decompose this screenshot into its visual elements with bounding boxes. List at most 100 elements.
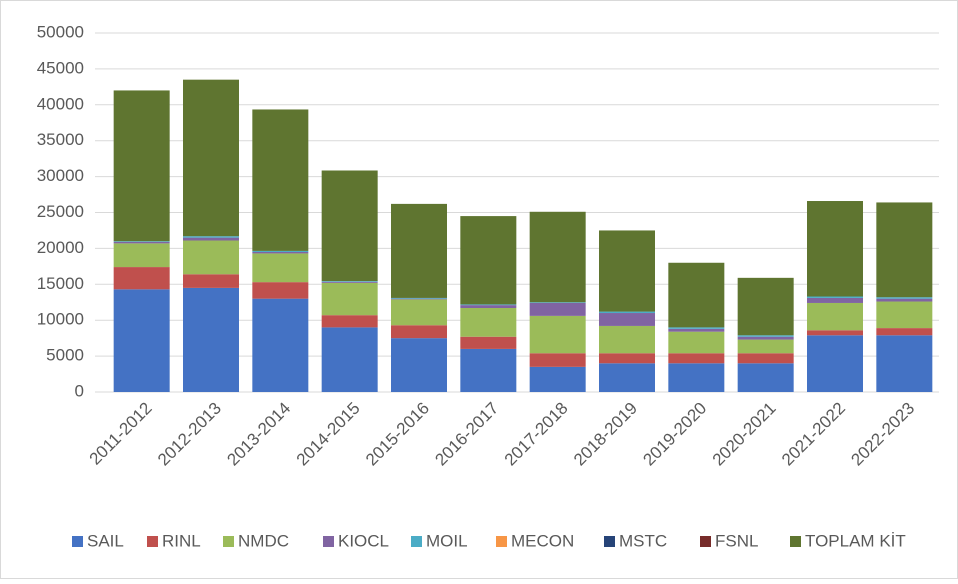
bar-segment xyxy=(183,274,239,288)
bar-segment xyxy=(668,328,725,332)
y-tick-label: 10000 xyxy=(37,310,84,329)
legend-label: MOIL xyxy=(426,531,468,550)
bar-segment xyxy=(183,240,239,275)
bar-segment xyxy=(807,330,863,336)
bar-segment xyxy=(183,79,239,237)
bar-segment xyxy=(113,243,170,268)
bar-segment xyxy=(460,304,517,306)
bar-segment xyxy=(183,236,239,238)
bar-segment xyxy=(252,251,309,254)
bar-segment xyxy=(599,311,655,314)
bar-segment xyxy=(599,353,655,364)
bar-segment xyxy=(113,90,170,242)
bar-segment xyxy=(529,366,586,392)
bar-segment xyxy=(113,267,170,290)
y-tick-label: 30000 xyxy=(37,166,84,185)
bar-segment xyxy=(113,289,170,392)
legend-swatch xyxy=(223,536,234,547)
bar-segment xyxy=(807,296,863,298)
bar-segment xyxy=(876,335,933,392)
y-tick-label: 20000 xyxy=(37,238,84,257)
bar-segment xyxy=(529,315,586,354)
bar-segment xyxy=(807,201,863,297)
bar-segment xyxy=(876,202,933,298)
bar-segment xyxy=(391,325,447,339)
bar-segment xyxy=(737,335,794,337)
y-tick-label: 0 xyxy=(75,381,84,400)
legend-swatch xyxy=(323,536,334,547)
legend-swatch xyxy=(700,536,711,547)
bar-segment xyxy=(668,327,725,329)
bar-segment xyxy=(252,253,309,283)
bar-segment xyxy=(321,170,378,282)
bar-segment xyxy=(391,299,447,326)
bar-segment xyxy=(391,297,447,299)
bar-segment xyxy=(460,305,517,308)
bar-segment xyxy=(529,211,586,303)
legend-swatch xyxy=(604,536,615,547)
bar-segment xyxy=(668,331,725,354)
bar-segment xyxy=(460,216,517,305)
legend-label: KIOCL xyxy=(338,531,389,550)
y-tick-label: 50000 xyxy=(37,22,84,41)
legend-label: RINL xyxy=(162,531,201,550)
legend-swatch xyxy=(496,536,507,547)
bar-segment xyxy=(668,262,725,328)
bar-segment xyxy=(737,336,794,340)
y-tick-label: 35000 xyxy=(37,130,84,149)
legend-label: SAIL xyxy=(87,531,124,550)
legend-label: FSNL xyxy=(715,531,758,550)
bar-segment xyxy=(737,277,794,336)
bar-segment xyxy=(391,298,447,300)
legend-label: TOPLAM KİT xyxy=(805,531,906,550)
bar-segment xyxy=(599,363,655,392)
bar-segment xyxy=(668,353,725,364)
legend-swatch xyxy=(411,536,422,547)
bar-segment xyxy=(807,335,863,392)
y-tick-label: 25000 xyxy=(37,202,84,221)
bar-segment xyxy=(737,363,794,392)
bar-segment xyxy=(252,109,309,251)
bar-segment xyxy=(321,281,378,282)
bar-segment xyxy=(529,302,586,316)
bar-segment xyxy=(321,282,378,316)
bar-segment xyxy=(460,336,517,349)
bar-segment xyxy=(599,230,655,312)
y-tick-label: 40000 xyxy=(37,94,84,113)
bar-segment xyxy=(460,307,517,337)
bar-segment xyxy=(252,298,309,392)
y-tick-label: 15000 xyxy=(37,274,84,293)
legend-swatch xyxy=(147,536,158,547)
legend-swatch xyxy=(790,536,801,547)
y-tick-label: 5000 xyxy=(46,346,84,365)
legend-label: MSTC xyxy=(619,531,667,550)
bar-segment xyxy=(529,302,586,303)
bar-segment xyxy=(113,241,170,242)
bar-segment xyxy=(252,282,309,299)
bar-segment xyxy=(321,281,378,283)
bar-segment xyxy=(807,297,863,303)
bar-segment xyxy=(321,327,378,392)
bar-segment xyxy=(737,353,794,364)
bar-segment xyxy=(183,287,239,392)
bar-segment xyxy=(391,203,447,298)
bar-segment xyxy=(876,298,933,302)
bar-segment xyxy=(737,339,794,354)
legend-label: NMDC xyxy=(238,531,289,550)
y-tick-label: 45000 xyxy=(37,58,84,77)
bar-segment xyxy=(183,237,239,241)
bar-segment xyxy=(252,250,309,252)
bar-segment xyxy=(529,353,586,367)
bar-segment xyxy=(668,363,725,392)
legend-label: MECON xyxy=(511,531,574,550)
bar-segment xyxy=(599,325,655,354)
bar-segment xyxy=(113,241,170,244)
bar-segment xyxy=(321,315,378,328)
bar-segment xyxy=(391,338,447,392)
bar-segment xyxy=(876,297,933,299)
bar-segment xyxy=(460,348,517,392)
bar-segment xyxy=(876,301,933,329)
legend-swatch xyxy=(72,536,83,547)
bar-segment xyxy=(807,302,863,331)
